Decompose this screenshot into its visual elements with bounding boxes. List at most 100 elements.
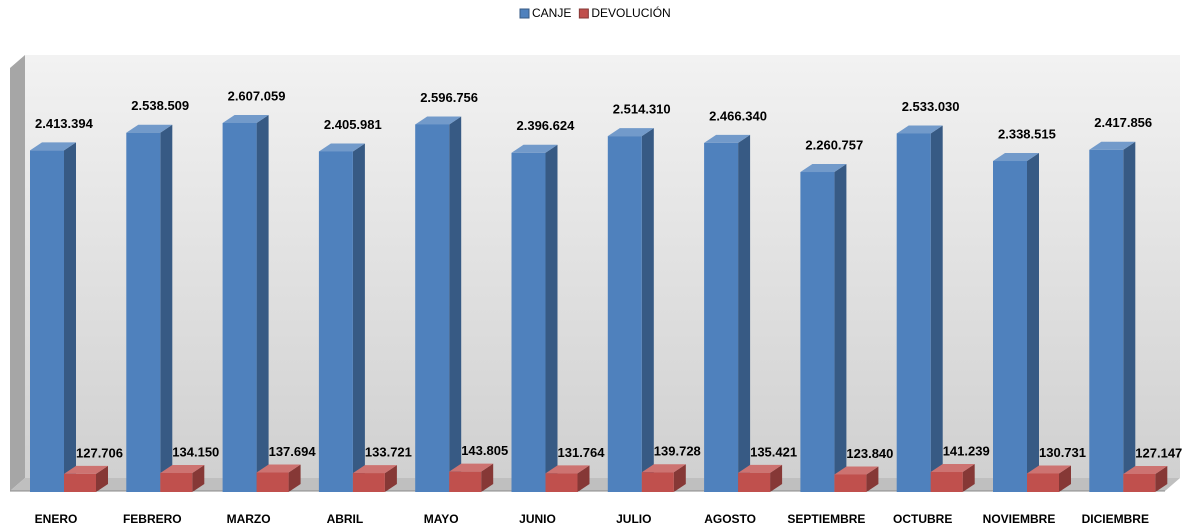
bar: [641, 464, 686, 492]
legend-swatch: [578, 8, 589, 19]
bar-side: [770, 464, 783, 492]
x-tick-label: FEBRERO: [123, 512, 182, 526]
value-label: 139.728: [654, 444, 701, 459]
legend-label: CANJE: [532, 6, 571, 20]
value-label: 131.764: [558, 445, 606, 460]
bar-front: [318, 151, 353, 493]
bar: [607, 128, 654, 493]
value-label: 2.466.340: [709, 108, 767, 123]
bar-front: [607, 136, 642, 493]
bar-front: [930, 472, 963, 492]
value-label: 2.260.757: [805, 137, 863, 152]
bar-side: [449, 116, 462, 492]
bar-side: [641, 128, 654, 493]
bar-top: [222, 115, 269, 123]
bar-top: [834, 466, 879, 475]
value-label: 143.805: [461, 443, 508, 458]
x-tick-label: MARZO: [227, 512, 271, 526]
value-label: 130.731: [1039, 445, 1086, 460]
x-tick-label: NOVIEMBRE: [983, 512, 1056, 526]
bar: [834, 466, 879, 492]
bar-top: [930, 464, 975, 473]
bar-top: [738, 464, 783, 473]
x-tick-label: MAYO: [424, 512, 459, 526]
bar-top: [352, 465, 397, 474]
bar: [415, 116, 462, 492]
bar-top: [449, 463, 494, 472]
bar-front: [222, 123, 257, 492]
x-tick-label: DICIEMBRE: [1082, 512, 1149, 526]
bar: [256, 464, 301, 492]
bar-front: [30, 150, 64, 492]
value-label: 134.150: [172, 444, 219, 459]
bar-side: [160, 124, 173, 492]
bar-side: [1123, 141, 1136, 492]
bar-front: [896, 133, 931, 493]
bar-front: [415, 124, 450, 492]
value-label: 133.721: [365, 445, 412, 460]
bar: [930, 464, 975, 492]
bar-side: [352, 143, 365, 493]
x-tick-label: OCTUBRE: [893, 512, 952, 526]
bar-top: [1123, 466, 1168, 475]
value-label: 127.147: [1135, 445, 1182, 460]
bar-top: [545, 465, 590, 474]
bar: [1027, 465, 1071, 492]
value-label: 2.607.059: [228, 88, 286, 103]
bar: [1089, 141, 1136, 492]
bar-side: [738, 134, 751, 492]
bar-top: [160, 465, 205, 474]
value-label: 2.596.756: [420, 90, 478, 105]
bar-front: [352, 473, 385, 492]
x-tick-label: JULIO: [616, 512, 651, 526]
bar: [64, 465, 108, 492]
legend-label: DEVOLUCIÓN: [591, 5, 670, 20]
back-wall: [25, 55, 1180, 478]
bar-front: [993, 161, 1027, 492]
x-tick-label: JUNIO: [519, 512, 556, 526]
bar-top: [30, 142, 76, 151]
bar-side: [1059, 465, 1071, 492]
bar-front: [64, 473, 96, 492]
bar-front: [800, 172, 835, 492]
value-label: 135.421: [750, 444, 797, 459]
bar-side: [577, 465, 590, 492]
bar-front: [1123, 474, 1156, 492]
bar: [352, 465, 397, 492]
bar-top: [1089, 141, 1136, 150]
side-wall: [10, 55, 25, 491]
bar: [800, 164, 847, 492]
bar-side: [834, 164, 847, 492]
bar-side: [930, 125, 943, 493]
bar-side: [288, 464, 301, 492]
x-tick-label: ENERO: [35, 512, 78, 526]
bar-front: [1089, 149, 1124, 492]
bar: [545, 465, 590, 492]
bar-side: [1155, 466, 1168, 492]
x-tick-label: ABRIL: [327, 512, 364, 526]
value-label: 2.417.856: [1094, 115, 1152, 130]
bar: [738, 464, 783, 492]
bar: [160, 465, 205, 492]
bar-top: [256, 464, 301, 473]
x-tick-label: AGOSTO: [704, 512, 756, 526]
value-label: 123.840: [846, 446, 893, 461]
bar-side: [962, 464, 975, 492]
bar-front: [511, 152, 546, 492]
bar-top: [896, 125, 943, 134]
x-tick-label: SEPTIEMBRE: [787, 512, 865, 526]
bar: [511, 144, 558, 492]
bar-front: [641, 472, 674, 492]
bar: [222, 115, 269, 492]
bar: [896, 125, 943, 493]
bar-side: [866, 466, 879, 492]
bar-front: [449, 471, 482, 492]
legend-swatch: [519, 8, 530, 19]
bar: [449, 463, 494, 492]
bar-front: [1027, 473, 1059, 492]
bar: [318, 143, 365, 493]
bar: [30, 142, 76, 492]
bar-top: [415, 116, 462, 125]
value-label: 2.338.515: [998, 126, 1056, 141]
